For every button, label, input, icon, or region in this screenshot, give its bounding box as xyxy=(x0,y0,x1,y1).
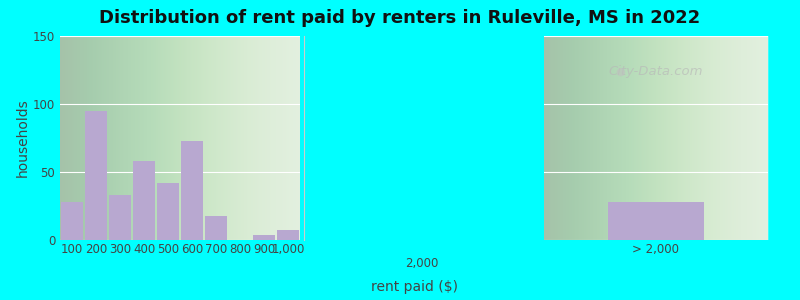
Bar xyxy=(181,141,203,240)
Text: ●: ● xyxy=(615,67,625,77)
Bar xyxy=(133,161,154,240)
Text: 2,000: 2,000 xyxy=(406,257,438,270)
Bar xyxy=(253,235,275,240)
Text: rent paid ($): rent paid ($) xyxy=(370,280,458,294)
Text: City-Data.com: City-Data.com xyxy=(609,65,703,79)
Bar xyxy=(608,202,704,240)
Bar xyxy=(86,111,107,240)
Bar xyxy=(61,202,83,240)
Bar xyxy=(109,195,131,240)
Bar xyxy=(278,230,299,240)
Bar xyxy=(205,215,227,240)
Text: Distribution of rent paid by renters in Ruleville, MS in 2022: Distribution of rent paid by renters in … xyxy=(99,9,701,27)
Y-axis label: households: households xyxy=(16,99,30,177)
Bar xyxy=(157,183,179,240)
